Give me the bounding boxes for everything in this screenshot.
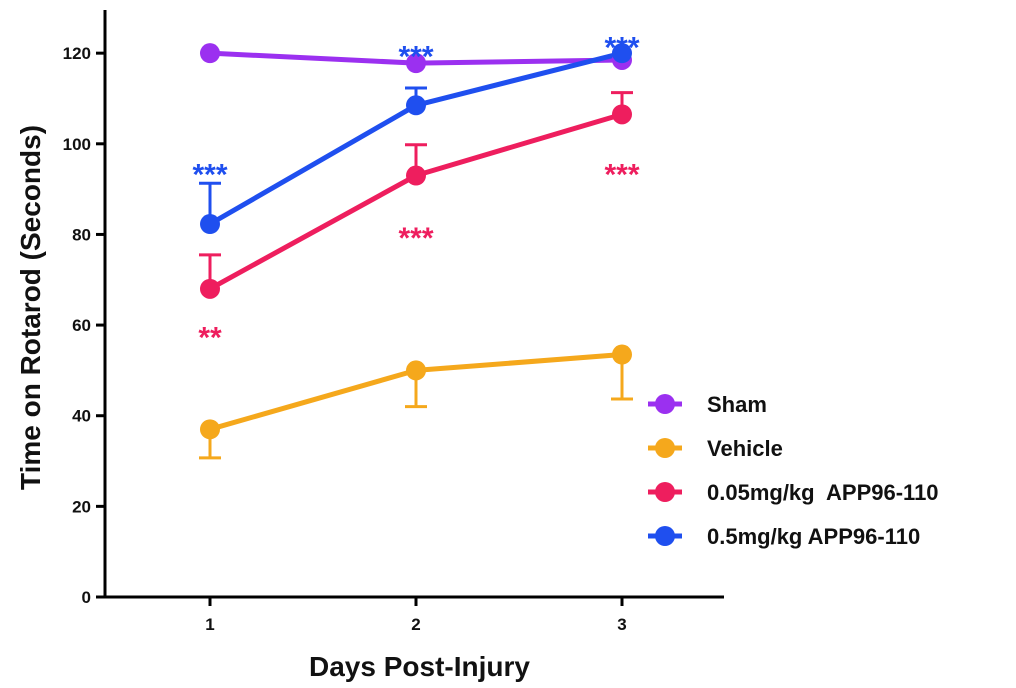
x-axis-title: Days Post-Injury xyxy=(309,651,530,682)
legend-label: Vehicle xyxy=(707,436,783,461)
legend-marker xyxy=(655,438,675,458)
axes: 0 20 40 60 80 100 120 1 2 3 xyxy=(63,10,724,634)
legend-marker xyxy=(655,482,675,502)
significance-marker: *** xyxy=(398,222,433,255)
x-tick-label: 3 xyxy=(617,615,626,634)
y-tick-label: 120 xyxy=(63,44,91,63)
series-line xyxy=(208,111,623,292)
significance-annotations: ***************** xyxy=(192,32,639,355)
error-bars xyxy=(199,86,633,460)
data-point xyxy=(406,53,426,74)
y-tick-label: 80 xyxy=(72,225,91,244)
data-point xyxy=(612,344,632,365)
data-point xyxy=(406,360,426,381)
y-tick-label: 40 xyxy=(72,407,91,426)
y-axis-title: Time on Rotarod (Seconds) xyxy=(15,125,46,490)
data-point xyxy=(200,419,220,440)
y-tick-label: 20 xyxy=(72,497,91,516)
data-points xyxy=(200,43,632,440)
legend-label: 0.05mg/kg APP96-110 xyxy=(707,480,939,505)
legend-label: 0.5mg/kg APP96-110 xyxy=(707,524,920,549)
legend-marker xyxy=(655,526,675,546)
significance-marker: *** xyxy=(604,32,639,65)
significance-marker: *** xyxy=(398,41,433,74)
data-point xyxy=(612,43,632,64)
legend-marker xyxy=(655,394,675,414)
y-tick-label: 0 xyxy=(82,588,91,607)
x-tick-label: 1 xyxy=(205,615,214,634)
data-point xyxy=(612,104,632,125)
data-point xyxy=(200,43,220,64)
data-point xyxy=(406,165,426,186)
significance-marker: *** xyxy=(192,158,227,191)
y-tick-label: 60 xyxy=(72,316,91,335)
data-point xyxy=(200,278,220,299)
data-point xyxy=(406,95,426,116)
x-tick-label: 2 xyxy=(411,615,420,634)
data-point xyxy=(200,214,220,235)
significance-marker: *** xyxy=(604,158,639,191)
y-tick-label: 100 xyxy=(63,135,91,154)
legend: Sham Vehicle 0.05mg/kg APP96-110 0.5mg/kg A… xyxy=(648,392,939,549)
series-line xyxy=(208,50,623,227)
significance-marker: ** xyxy=(198,322,222,355)
legend-label: Sham xyxy=(707,392,767,417)
